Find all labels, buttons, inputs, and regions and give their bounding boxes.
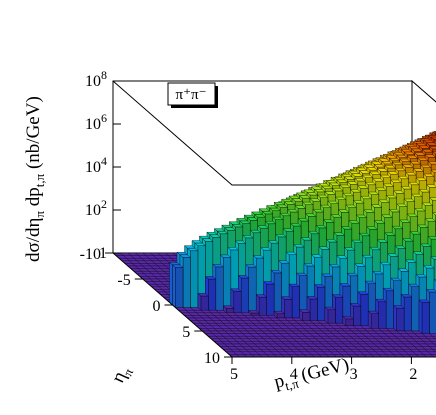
surface-bar	[197, 293, 209, 311]
z-tick-label: 106	[85, 111, 107, 133]
surface-bar	[212, 263, 224, 311]
surface-bar	[418, 299, 430, 334]
x-tick-label: 3	[350, 366, 358, 383]
surface-bar	[393, 305, 405, 332]
legend-entry: π⁺π⁻	[176, 87, 207, 103]
surface-bar	[324, 306, 336, 324]
z-axis-title: dσ/dηπ dpt,π (nb/GeV)	[23, 96, 47, 262]
surface-bar	[342, 315, 354, 327]
y-axis-title: ηπ	[107, 362, 136, 387]
surface-bar	[367, 310, 380, 329]
surface-bar	[331, 294, 344, 324]
surface-bar	[273, 310, 286, 319]
y-tick-label: -10	[80, 246, 101, 263]
y-axis-line	[112, 252, 233, 358]
surface-bar	[299, 309, 311, 321]
z-tick-label: 108	[85, 68, 107, 90]
x-tick-label: 5	[230, 366, 238, 383]
surface-bar	[248, 310, 260, 316]
x-axis-title: pt,π (GeV)	[272, 354, 352, 396]
y-tick-label: 0	[153, 298, 161, 315]
legend: π⁺π⁻	[167, 82, 218, 108]
surface-bars	[112, 131, 436, 358]
z-tick-label: 104	[85, 154, 107, 176]
legend-box	[167, 82, 216, 106]
z-tick-label: 1	[99, 245, 107, 262]
x-tick-label: 4	[290, 366, 298, 383]
surface-bar	[255, 294, 268, 316]
z-tick-label: 102	[85, 197, 107, 219]
y-tick-label: -5	[117, 272, 130, 289]
y-tick-label: 10	[204, 350, 220, 367]
y-tick-label: 5	[182, 324, 190, 341]
surface-bar	[222, 305, 235, 314]
surface-bar	[172, 264, 184, 308]
x-tick-label: 2	[409, 366, 417, 383]
